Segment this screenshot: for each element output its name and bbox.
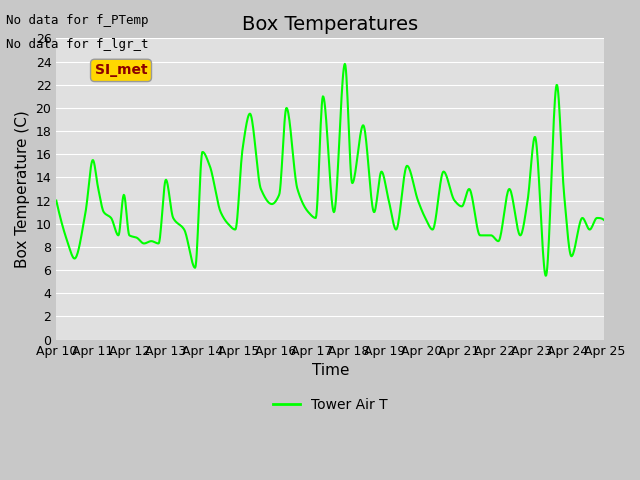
Text: SI_met: SI_met <box>95 63 147 77</box>
Text: No data for f_PTemp: No data for f_PTemp <box>6 14 149 27</box>
Text: No data for f_lgr_t: No data for f_lgr_t <box>6 38 149 51</box>
X-axis label: Time: Time <box>312 363 349 378</box>
Legend: Tower Air T: Tower Air T <box>267 392 394 417</box>
Title: Box Temperatures: Box Temperatures <box>242 15 419 34</box>
Y-axis label: Box Temperature (C): Box Temperature (C) <box>15 110 30 268</box>
